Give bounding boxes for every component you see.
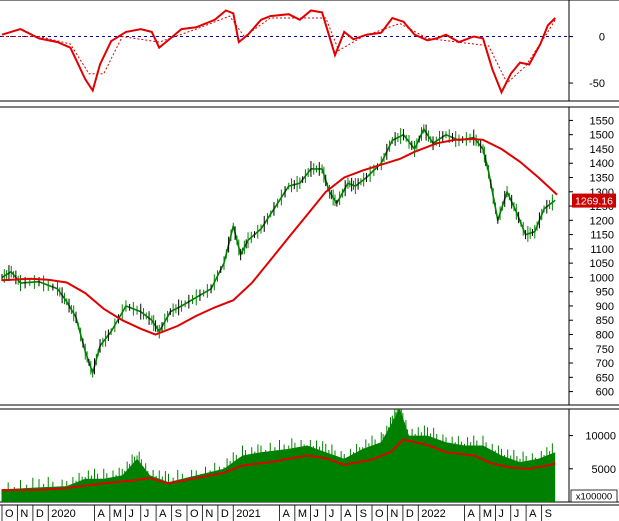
oscillator-line (1, 9, 556, 95)
x-axis-tick-label: D (406, 508, 414, 520)
last-price-label-box (572, 193, 616, 208)
price-y-tick-label: 1350 (590, 173, 614, 185)
price-y-tick-label: 1000 (590, 272, 614, 284)
price-y-tick-label: 800 (596, 329, 614, 341)
x-axis-tick-label: 2022 (421, 508, 445, 520)
x-axis-tick-label: J (313, 508, 319, 520)
price-y-tick-label: 600 (596, 387, 614, 399)
oscillator-y-tick-label: 0 (599, 32, 605, 44)
price-y-tick-label: 1550 (590, 115, 614, 127)
x-axis-tick-label: O (5, 508, 14, 520)
x-axis-tick-label: S (360, 508, 367, 520)
price-y-tick-label: 850 (596, 315, 614, 327)
x-axis-tick-label: O (375, 508, 384, 520)
x-axis-tick-label: J (128, 508, 134, 520)
oscillator-signal-line (2, 15, 556, 84)
x-axis-tick-label: N (390, 508, 398, 520)
price-y-tick-label: 900 (596, 301, 614, 313)
x-axis-tick-label: J (514, 508, 520, 520)
volume-unit-box (570, 489, 618, 503)
x-axis-tick-label: O (190, 508, 199, 520)
x-axis-tick-label: M (483, 508, 492, 520)
price-y-tick-label: 650 (596, 372, 614, 384)
volume-moving-average-line (2, 438, 556, 491)
x-axis-tick-label: D (36, 508, 44, 520)
price-y-tick-label: 1500 (590, 130, 614, 142)
x-axis-tick-label: J (498, 508, 504, 520)
x-axis-tick-label: A (529, 508, 537, 520)
price-y-tick-label: 1050 (590, 258, 614, 270)
volume-y-tick-label: 5000 (592, 464, 616, 476)
x-axis-tick-label: M (298, 508, 307, 520)
last-price-label: 1269.16 (575, 196, 613, 208)
price-y-tick-label: 1100 (590, 244, 614, 256)
x-axis-tick-label: N (20, 508, 28, 520)
price-y-tick-label: 1150 (590, 230, 614, 242)
x-axis-tick-label: A (344, 508, 352, 520)
x-axis-tick-label: A (283, 508, 291, 520)
price-y-tick-label: 950 (596, 287, 614, 299)
price-moving-average-line (1, 137, 558, 336)
x-axis-tick-label: 2021 (236, 508, 260, 520)
x-axis-tick-label: S (175, 508, 182, 520)
price-y-tick-label: 700 (596, 358, 614, 370)
price-y-tick-label: 750 (596, 344, 614, 356)
x-axis-tick-label: J (144, 508, 150, 520)
x-axis-tick-label: M (113, 508, 122, 520)
x-axis-tick-label: A (98, 508, 106, 520)
x-axis-tick-label: A (159, 508, 167, 520)
x-axis-tick-label: A (468, 508, 476, 520)
x-axis-tick-label: J (329, 508, 335, 520)
price-y-tick-label: 1200 (590, 215, 614, 227)
volume-y-tick-label: 10000 (585, 431, 616, 443)
x-axis-tick-label: 2020 (51, 508, 75, 520)
price-y-tick-label: 1450 (590, 144, 614, 156)
x-axis-tick-label: S (545, 508, 552, 520)
price-y-tick-label: 1400 (590, 158, 614, 170)
x-axis-tick-label: D (221, 508, 229, 520)
volume-unit-label: x100000 (576, 492, 612, 503)
oscillator-y-tick-label: -50 (589, 78, 605, 90)
x-axis-tick-label: N (205, 508, 213, 520)
